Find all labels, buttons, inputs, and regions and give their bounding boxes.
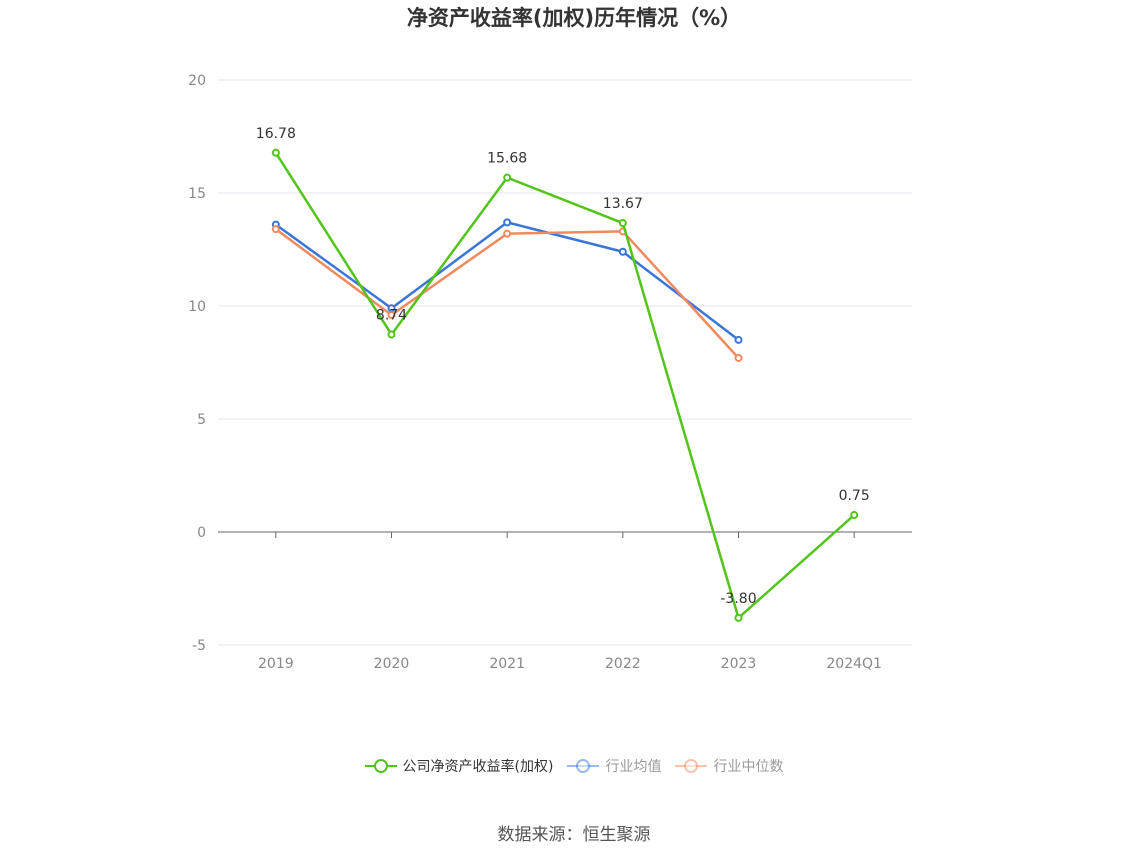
x-tick-label: 2020	[374, 656, 410, 672]
legend-swatch-icon	[675, 758, 708, 774]
x-tick-label: 2024Q1	[826, 656, 882, 672]
legend-swatch-icon	[567, 758, 600, 774]
y-tick-label: -5	[192, 638, 206, 654]
y-tick-label: 5	[197, 412, 206, 428]
data-point	[503, 229, 512, 238]
legend-label: 行业均值	[605, 759, 662, 775]
data-label: 8.74	[376, 307, 407, 323]
data-label: 15.68	[487, 151, 527, 167]
data-label: 0.75	[839, 488, 870, 504]
grid-lines	[218, 79, 912, 646]
data-point	[734, 353, 743, 362]
data-point	[850, 511, 859, 520]
series-line	[274, 152, 855, 620]
data-source: 数据来源：恒生聚源	[497, 825, 651, 845]
data-point	[618, 219, 627, 228]
y-tick-label: 0	[197, 525, 206, 541]
legend-item[interactable]: 行业中位数	[675, 756, 783, 776]
data-label: 13.67	[603, 196, 643, 212]
line-chart: -5 0 5 10 15 20 2019 2020 2021 2022 2023 2024Q1 16…	[188, 73, 912, 672]
legend-item[interactable]: 行业均值	[567, 756, 661, 776]
data-point	[734, 613, 743, 622]
legend-label: 行业中位数	[713, 759, 784, 775]
x-tick-label: 2019	[258, 656, 294, 672]
data-label: -3.80	[720, 591, 756, 607]
legend-item[interactable]: 公司净资产收益率(加权)	[364, 756, 554, 776]
legend-swatch-icon	[364, 758, 397, 774]
y-tick-label: 10	[188, 299, 206, 315]
data-point	[271, 225, 280, 234]
y-axis: -5 0 5 10 15 20	[188, 73, 206, 654]
legend: 公司净资产收益率(加权) 行业均值 行业中位数	[0, 756, 1148, 776]
data-point	[503, 218, 512, 227]
data-point	[387, 311, 396, 320]
data-label: 16.78	[256, 126, 296, 142]
chart-title: 净资产收益率(加权)历年情况（%）	[406, 6, 742, 30]
data-labels: 16.78 8.74 15.68 13.67 -3.80 0.75	[256, 126, 870, 607]
data-point	[387, 330, 396, 339]
y-tick-label: 20	[188, 73, 206, 89]
y-tick-label: 15	[188, 186, 206, 202]
data-point	[271, 148, 280, 157]
series-line	[275, 228, 740, 359]
data-point	[734, 335, 743, 344]
x-tick-label: 2022	[605, 656, 641, 672]
data-point	[503, 173, 512, 182]
x-tick-label: 2023	[721, 656, 757, 672]
x-tick-label: 2021	[489, 656, 525, 672]
data-point	[618, 247, 627, 256]
legend-label: 公司净资产收益率(加权)	[402, 759, 554, 775]
x-axis: 2019 2020 2021 2022 2023 2024Q1	[258, 532, 882, 672]
series-lines	[271, 148, 859, 622]
